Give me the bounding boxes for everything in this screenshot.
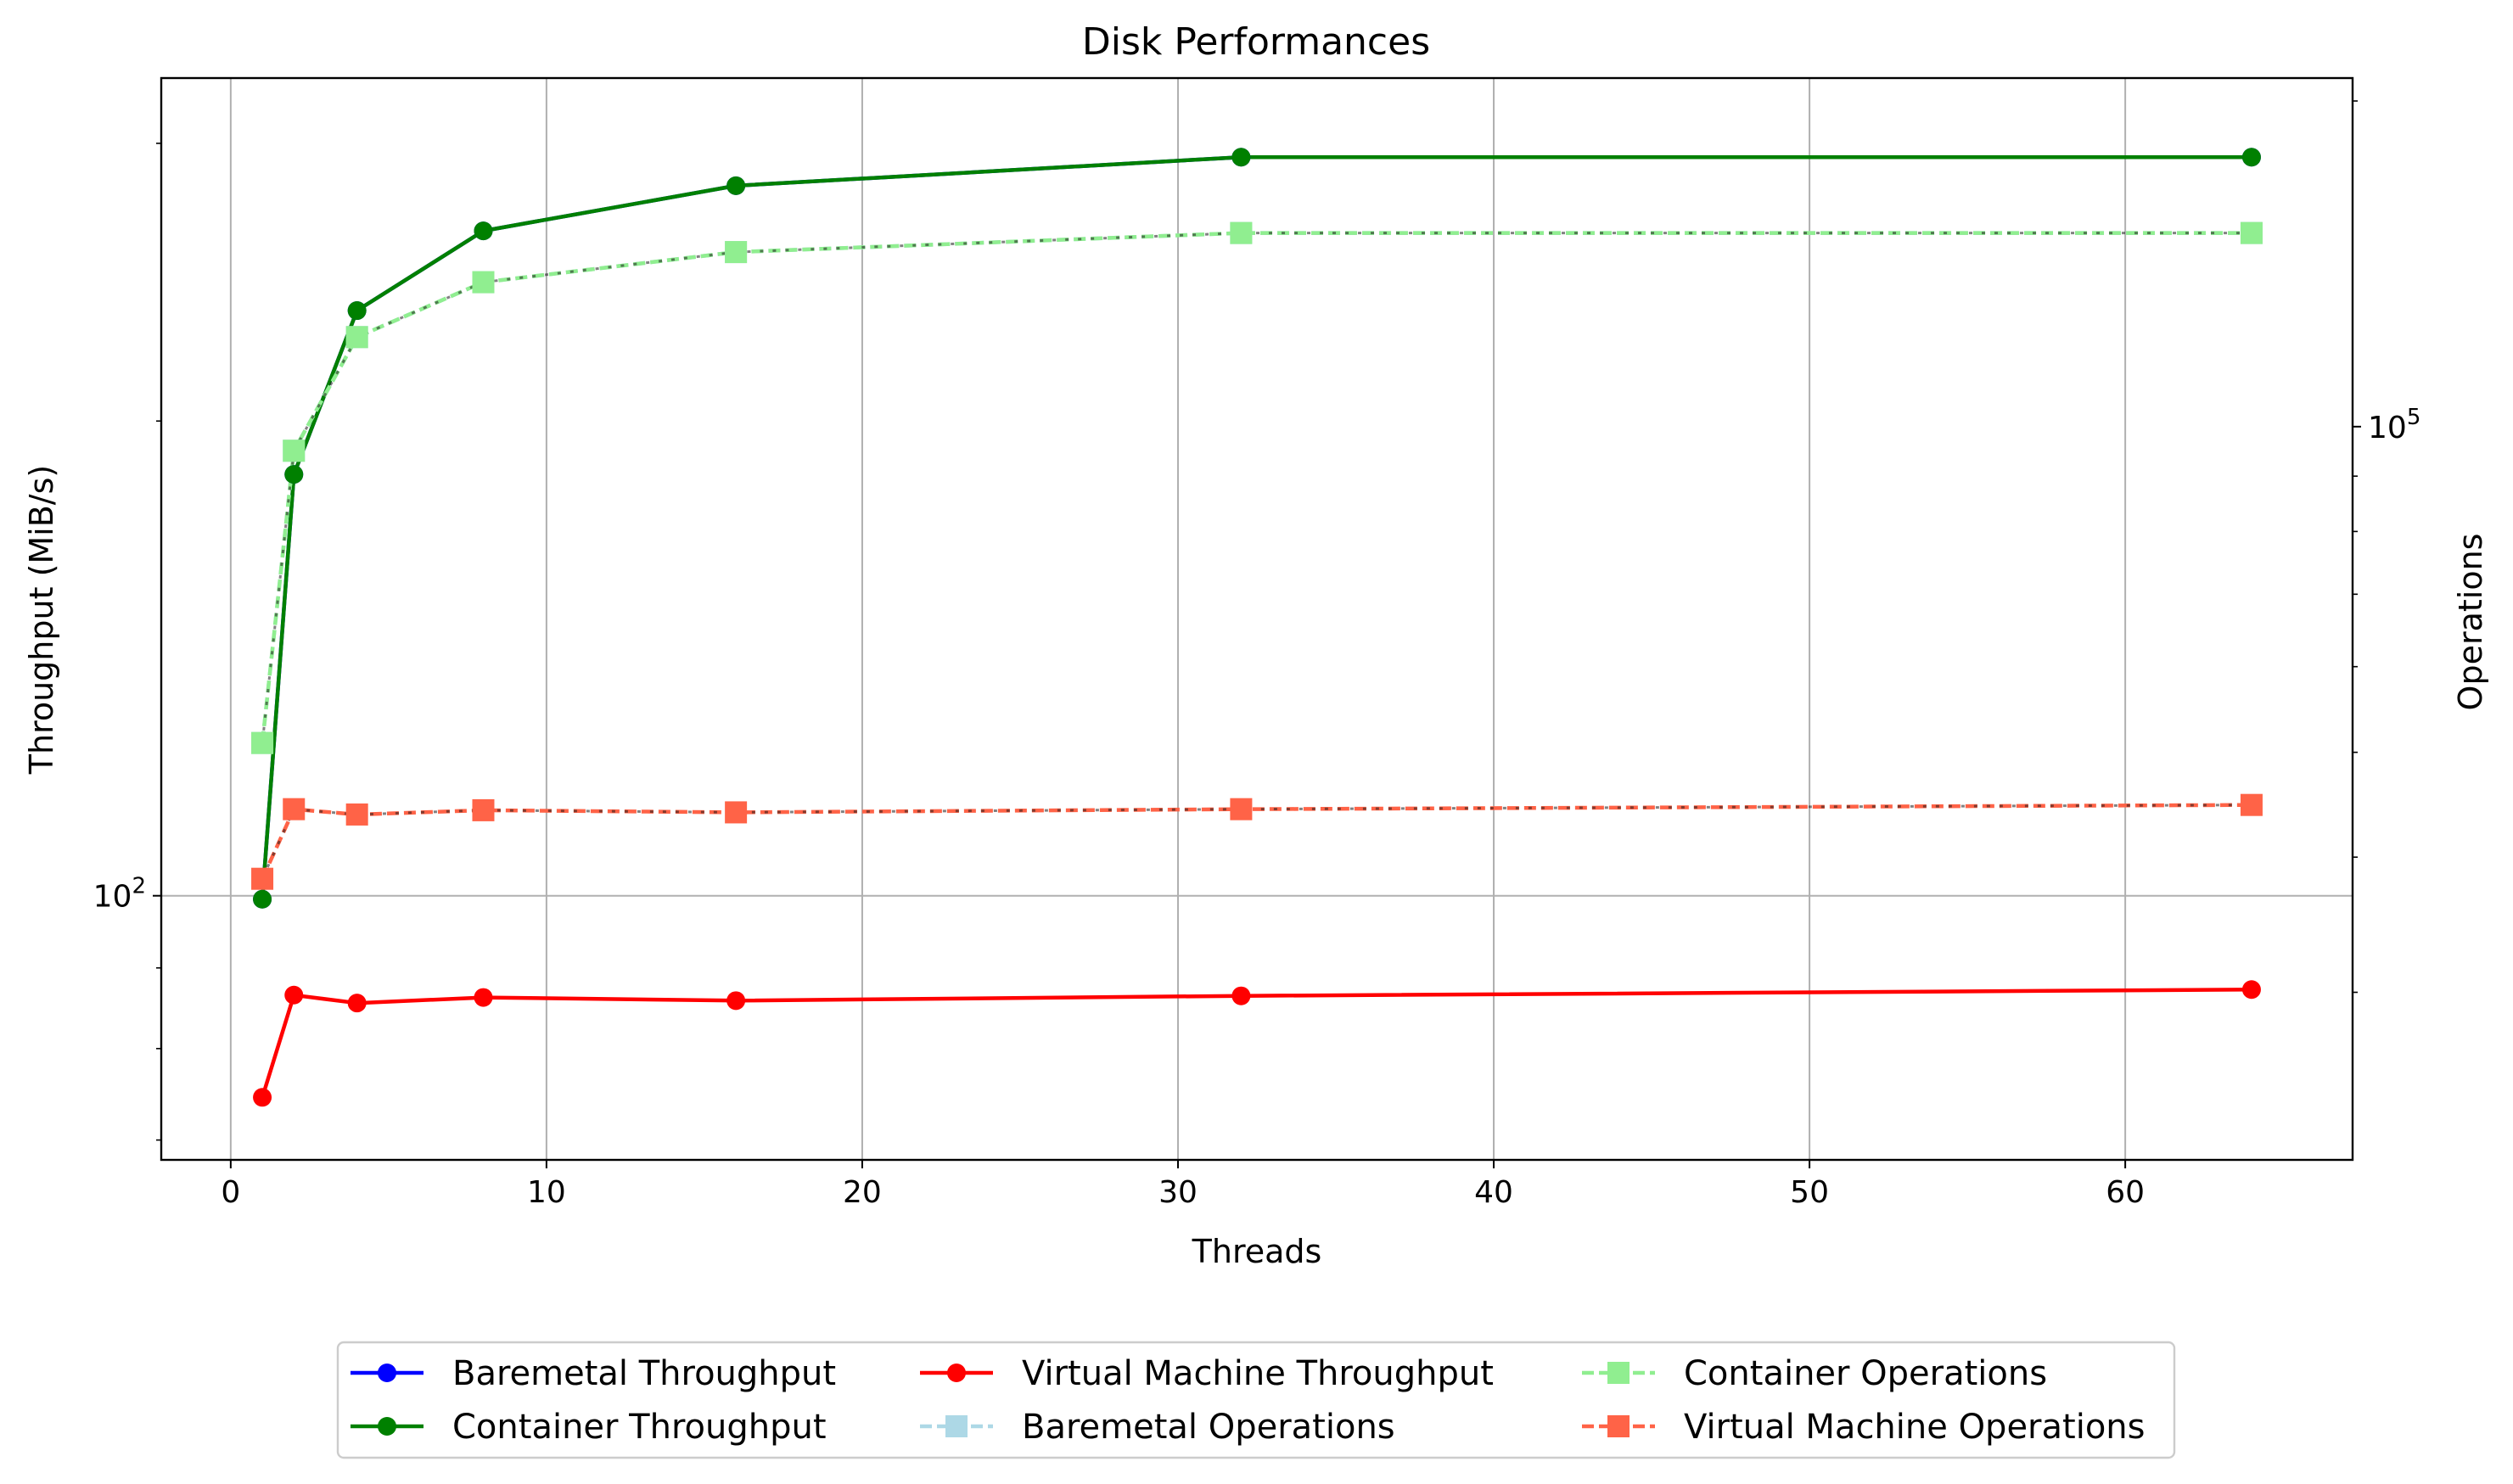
- virtual-machine-operations-point: [1230, 798, 1253, 820]
- virtual-machine-throughput-point: [1231, 986, 1251, 1005]
- legend-swatch-marker: [378, 1364, 396, 1382]
- y-axis-ticks: 102: [93, 143, 161, 1141]
- plot-markers: [251, 148, 2263, 1107]
- legend-box: [336, 1341, 2176, 1459]
- virtual-machine-throughput-point: [253, 1088, 272, 1107]
- virtual-machine-operations-point: [345, 803, 368, 826]
- container-throughput-point: [347, 301, 367, 321]
- container-operations-point: [472, 271, 495, 294]
- chart-title: Disk Performances: [1082, 20, 1430, 64]
- y-tick-label: 102: [93, 874, 146, 915]
- container-throughput-point: [474, 221, 493, 241]
- x-tick-label: 40: [1474, 1175, 1513, 1210]
- container-throughput-point: [2241, 148, 2261, 167]
- container-operations-point: [283, 440, 306, 462]
- container-throughput-point: [726, 176, 746, 195]
- virtual-machine-throughput-point: [726, 991, 746, 1011]
- container-throughput-point: [1231, 148, 1251, 167]
- virtual-machine-throughput-point: [474, 988, 493, 1007]
- legend-label: Virtual Machine Operations: [1684, 1408, 2145, 1447]
- legend-label: Virtual Machine Throughput: [1022, 1354, 1494, 1393]
- legend-swatch-marker: [378, 1417, 396, 1436]
- x-tick-label: 20: [843, 1175, 882, 1210]
- y-axis-label: Throughput (MiB/s): [23, 465, 60, 775]
- y2-axis-ticks: 105: [2353, 100, 2420, 994]
- legend-entries: Baremetal Throughput Container Throughput…: [351, 1354, 2145, 1447]
- virtual-machine-operations-point: [472, 798, 495, 821]
- virtual-machine-operations-point: [251, 867, 274, 890]
- legend-swatch-marker: [945, 1415, 968, 1437]
- x-axis-label: Threads: [1192, 1233, 1322, 1270]
- x-axis-ticks: 0 10 20 30 40 50 60: [221, 1160, 2145, 1210]
- legend-label: Baremetal Throughput: [452, 1354, 836, 1393]
- container-operations-point: [2240, 221, 2263, 244]
- container-operations-point: [1230, 221, 1253, 244]
- legend: Baremetal Throughput Container Throughput…: [336, 1341, 2176, 1459]
- container-operations-point: [345, 326, 368, 349]
- y2-tick-label: 105: [2368, 405, 2420, 445]
- x-tick-label: 60: [2106, 1175, 2145, 1210]
- virtual-machine-operations-point: [283, 798, 306, 820]
- x-tick-label: 10: [527, 1175, 566, 1210]
- virtual-machine-throughput-point: [2241, 980, 2261, 1000]
- grid-lines: [161, 78, 2353, 1160]
- legend-label: Container Throughput: [452, 1408, 827, 1447]
- legend-swatch-marker: [947, 1364, 966, 1382]
- virtual-machine-operations-point: [2240, 793, 2263, 816]
- legend-swatch-marker: [1607, 1362, 1630, 1384]
- x-tick-label: 50: [1790, 1175, 1829, 1210]
- virtual-machine-throughput-point: [347, 994, 367, 1013]
- virtual-machine-operations-point: [725, 801, 748, 824]
- legend-label: Baremetal Operations: [1022, 1408, 1395, 1447]
- container-throughput-point: [284, 465, 304, 484]
- virtual-machine-throughput-point: [284, 985, 304, 1005]
- x-tick-label: 0: [221, 1175, 240, 1210]
- plot-frame: [160, 76, 2354, 1162]
- container-throughput-point: [253, 889, 272, 909]
- container-operations-point: [251, 731, 274, 754]
- legend-swatch-marker: [1607, 1415, 1630, 1437]
- container-operations-point: [725, 241, 748, 264]
- legend-label: Container Operations: [1684, 1354, 2047, 1393]
- y2-axis-label: Operations: [2452, 534, 2489, 711]
- x-tick-label: 30: [1158, 1175, 1198, 1210]
